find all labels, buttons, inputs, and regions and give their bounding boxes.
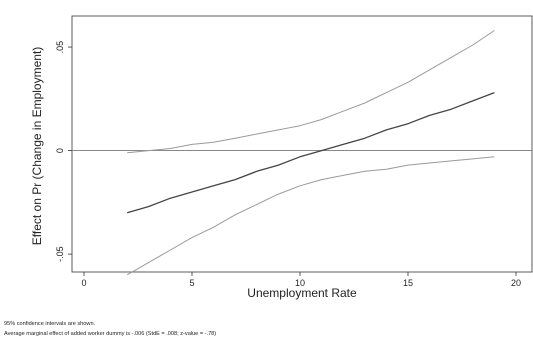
x-tick-label: 0 — [81, 278, 86, 288]
x-tick-label: 5 — [189, 278, 194, 288]
confidence-note: 95% confidence intervals are shown. — [4, 321, 96, 327]
plot-area — [71, 15, 533, 273]
series-line-lower — [126, 156, 495, 276]
series-line-upper — [127, 30, 495, 154]
x-axis-title: Unemployment Rate — [247, 286, 357, 300]
ticks-layer: 0 5 10 15 20 -.05 0 .05 — [55, 41, 521, 288]
series-layer — [72, 30, 532, 276]
y-axis-title: Effect on Pr (Change in Employment) — [30, 47, 44, 246]
x-tick-label: 10 — [295, 278, 305, 288]
x-tick-label: 15 — [403, 278, 413, 288]
x-tick-label: 20 — [511, 278, 521, 288]
y-tick-label: -.05 — [55, 246, 65, 262]
series-line-estimate — [127, 91, 495, 214]
y-tick-label: .05 — [55, 41, 65, 54]
marginal-effect-note: Average marginal effect of added worker … — [4, 331, 217, 337]
y-tick-label: 0 — [55, 148, 65, 153]
